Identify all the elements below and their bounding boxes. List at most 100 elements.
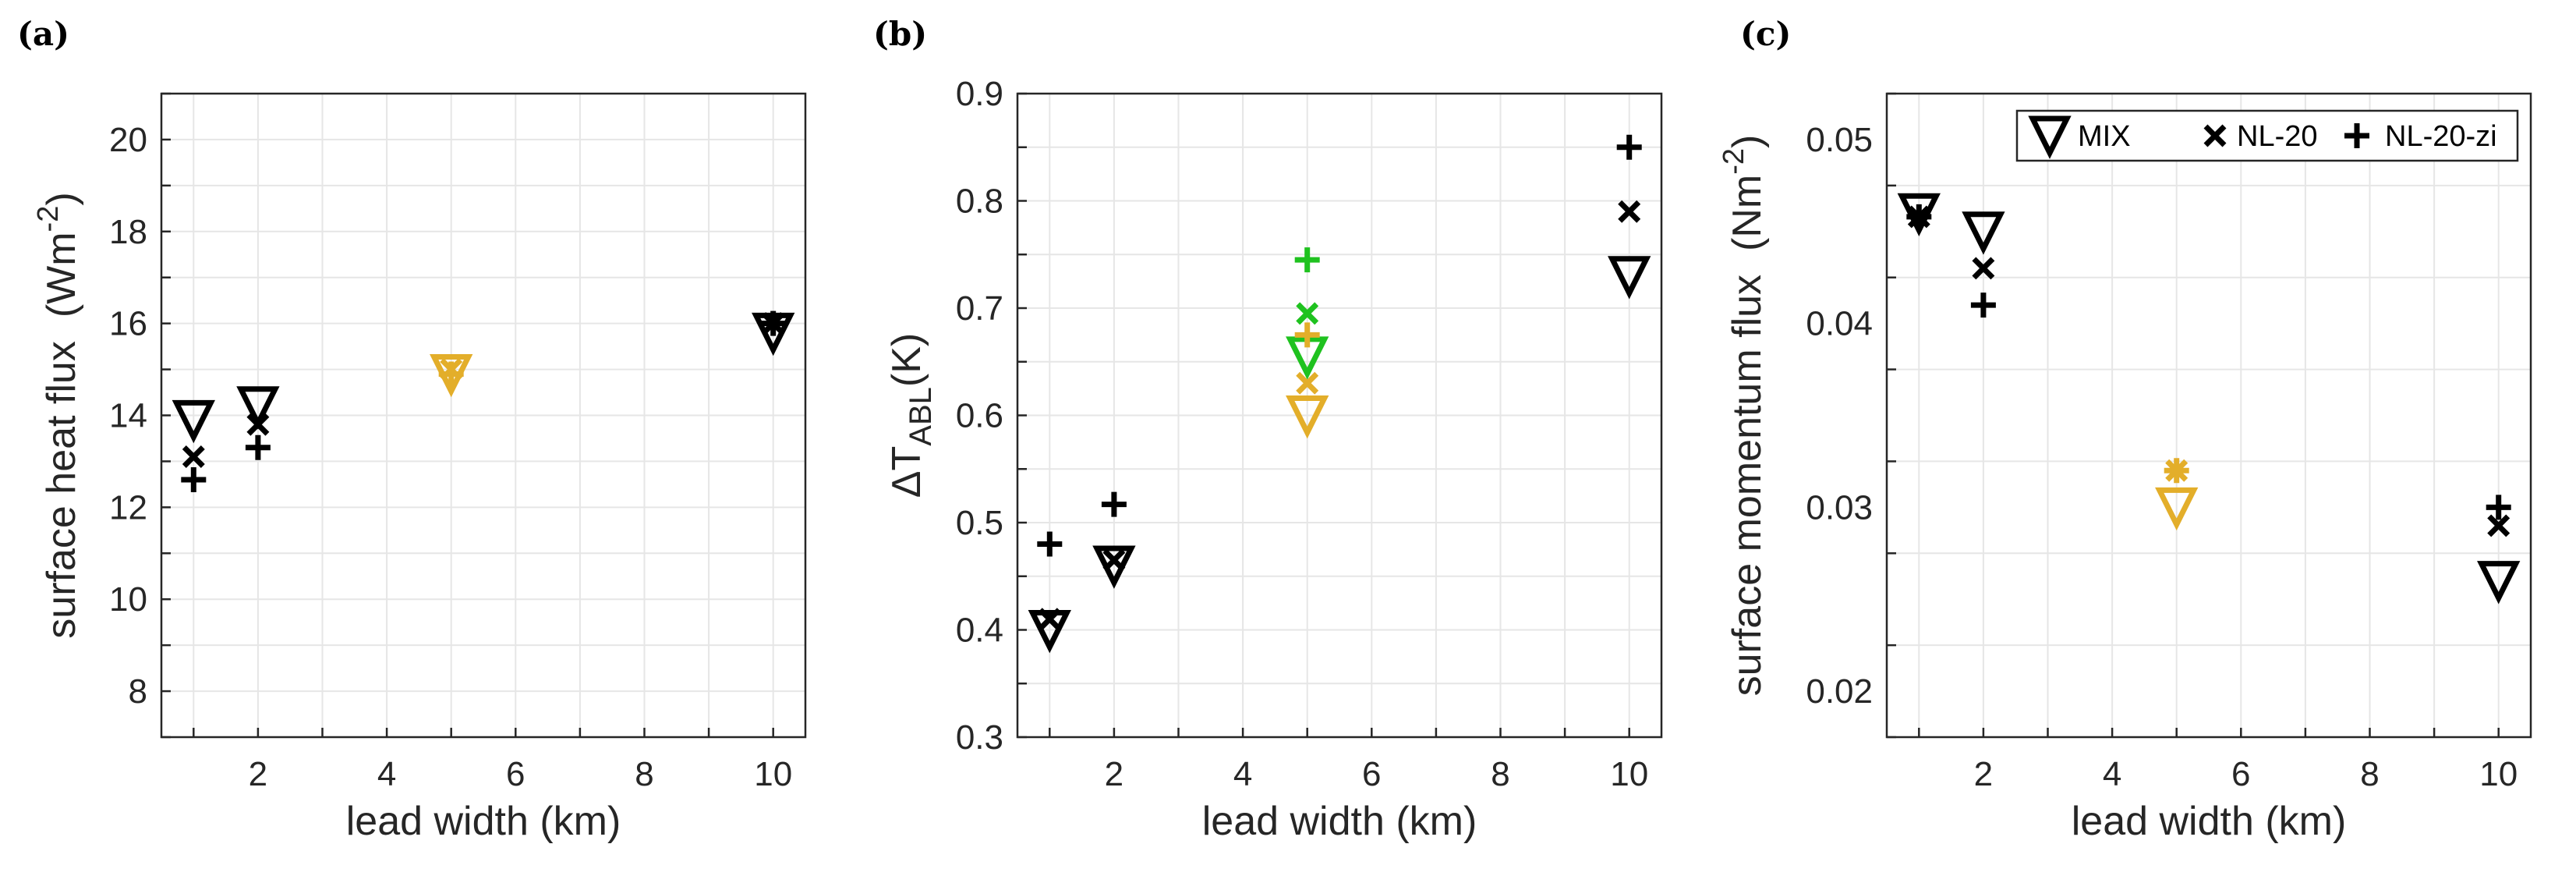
x-tick-label: 6 <box>1362 755 1381 793</box>
data-point-mix <box>172 399 215 444</box>
y-tick-label: 14 <box>109 397 147 435</box>
data-point-mix <box>1962 211 2005 255</box>
data-point-nl-20-zi <box>1037 531 1063 557</box>
data-point-mix <box>236 386 280 430</box>
panel-b: 2 4 6 8 10 0.3 0.4 0.5 0.6 0.7 0.8 0.9 lead width (k… <box>873 15 1663 844</box>
data-point-mix <box>1286 395 1329 439</box>
data-point-nl-20-zi <box>1616 134 1642 160</box>
y-axis-label: surface momentum flux (Nm-2) <box>1718 135 1770 697</box>
x-axis-label: lead width (km) <box>346 799 621 844</box>
y-axis-label: ΔTABL(K) <box>884 333 938 498</box>
x-axis-label: lead width (km) <box>1202 799 1477 844</box>
y-tick-label: 18 <box>109 213 147 251</box>
legend-label: NL-20 <box>2237 120 2318 153</box>
y-axis-label-unit-exponent: -2 <box>1718 148 1750 175</box>
panel-tag: (b) <box>873 15 927 53</box>
legend-label: NL-20-zi <box>2385 120 2497 153</box>
x-tick-label: 4 <box>377 755 396 793</box>
y-tick-label: 10 <box>109 580 147 619</box>
y-tick-label: 12 <box>109 488 147 527</box>
y-axis-label-main: surface momentum flux <box>1725 275 1770 696</box>
y-tick-label: 0.6 <box>956 397 1003 435</box>
data-point-nl-20 <box>246 413 270 436</box>
legend-marker-nl-20-zi <box>2344 123 2369 148</box>
axes-frame <box>1885 92 2532 739</box>
data-point-mix <box>1028 610 1071 654</box>
y-tick-label: 8 <box>129 672 147 711</box>
y-tick-label: 0.03 <box>1806 488 1873 527</box>
y-tick-label: 0.8 <box>956 183 1003 221</box>
y-axis-label-suffix: (K) <box>884 333 929 387</box>
data-point-nl-20 <box>2487 514 2511 537</box>
y-tick-label: 0.3 <box>956 718 1003 757</box>
series-mix <box>1897 193 2521 605</box>
data-point-nl-20 <box>1972 257 1995 280</box>
x-tick-label: 10 <box>754 755 792 793</box>
series-nl-20 <box>1038 200 1641 631</box>
y-axis-label-unit: (Wm <box>39 232 84 317</box>
y-tick-label: 0.7 <box>956 289 1003 328</box>
series-nl-20-zi <box>181 310 786 492</box>
x-tick-label: 8 <box>635 755 653 793</box>
data-point-nl-20-zi <box>245 434 271 460</box>
plot-area <box>1887 94 2531 737</box>
data-point-nl-20 <box>1296 371 1319 395</box>
panel-tag: (c) <box>1740 15 1791 53</box>
x-tick-label: 4 <box>2103 755 2121 793</box>
x-tick-label: 2 <box>1105 755 1123 793</box>
y-axis-label-prefix: ΔT <box>884 446 929 498</box>
y-axis-label-main: surface heat flux <box>39 341 84 639</box>
series-nl-20-zi <box>1037 134 1642 557</box>
data-point-nl-20 <box>1102 548 1126 572</box>
y-axis-label-unit-exponent: -2 <box>32 206 65 232</box>
x-tick-label: 8 <box>1491 755 1509 793</box>
data-point-nl-20-zi <box>2164 458 2189 484</box>
data-point-nl-20-zi <box>1101 491 1127 517</box>
y-tick-label: 0.4 <box>956 612 1003 650</box>
panel-c: 2 4 6 8 10 0.02 0.03 0.04 0.05 lead width (km) sur… <box>1718 15 2532 844</box>
y-tick-label: 0.5 <box>956 504 1003 542</box>
data-point-nl-20 <box>1618 200 1641 223</box>
data-point-mix <box>2155 487 2199 531</box>
y-axis-label-unit-close: ) <box>1725 135 1770 148</box>
x-tick-label: 2 <box>1974 755 1993 793</box>
x-tick-label: 6 <box>2231 755 2250 793</box>
data-point-nl-20-zi <box>1294 247 1320 273</box>
series-nl-20-zi <box>1906 204 2511 520</box>
y-tick-label: 0.05 <box>1806 121 1873 159</box>
legend-box <box>2015 109 2519 162</box>
y-axis-label-unit-close: ) <box>39 192 84 205</box>
x-tick-label: 4 <box>1233 755 1252 793</box>
data-point-mix <box>1608 256 1651 300</box>
panel-a: 2 4 6 8 10 8 10 12 14 16 18 20 lead width (km) surfac… <box>17 15 807 844</box>
y-tick-label: 20 <box>109 121 147 159</box>
data-point-nl-20-zi <box>1970 293 1996 318</box>
x-axis-label: lead width (km) <box>2072 799 2347 844</box>
data-point-nl-20 <box>1296 302 1319 325</box>
data-point-nl-20-zi <box>1294 322 1320 348</box>
y-tick-label: 0.04 <box>1806 305 1873 343</box>
legend-marker-mix <box>2028 115 2072 159</box>
y-tick-label: 16 <box>109 305 147 343</box>
legend: MIX NL-20 NL-20-zi <box>2015 109 2519 162</box>
data-point-nl-20 <box>182 445 205 469</box>
x-tick-label: 8 <box>2360 755 2379 793</box>
data-point-nl-20-zi <box>760 310 786 336</box>
legend-marker-nl-20 <box>2203 124 2227 147</box>
data-point-mix <box>1897 193 1941 237</box>
x-tick-label: 6 <box>506 755 525 793</box>
legend-label: MIX <box>2078 120 2131 153</box>
panel-tag: (a) <box>17 15 69 53</box>
x-tick-label: 2 <box>249 755 267 793</box>
x-tick-label: 10 <box>2479 755 2518 793</box>
data-point-nl-20 <box>1038 608 1061 631</box>
data-point-nl-20-zi <box>181 467 207 492</box>
y-tick-label: 0.02 <box>1806 672 1873 711</box>
data-point-nl-20-zi <box>1906 204 1932 229</box>
data-point-nl-20-zi <box>438 361 464 387</box>
y-axis-label-subscript: ABL <box>904 387 938 446</box>
data-point-nl-20-zi <box>2486 495 2511 520</box>
data-point-mix <box>2477 561 2521 605</box>
x-tick-label: 10 <box>1610 755 1648 793</box>
